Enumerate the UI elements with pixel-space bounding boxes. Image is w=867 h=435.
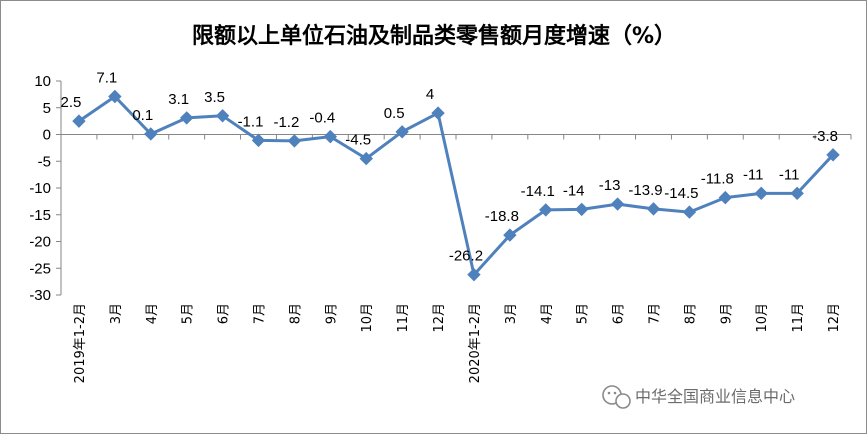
category-label: 7月 <box>648 303 663 324</box>
y-tick-label: -10 <box>29 180 51 197</box>
category-label: 4月 <box>145 303 160 324</box>
data-label: -26.2 <box>449 248 483 265</box>
wechat-icon <box>602 385 631 409</box>
data-label: -1.2 <box>273 114 299 131</box>
category-label: 2019年1-2月 <box>73 303 88 383</box>
data-label: -3.8 <box>812 128 838 145</box>
category-label: 5月 <box>181 303 196 324</box>
category-label: 4月 <box>540 303 555 324</box>
category-label: 12月 <box>432 303 447 333</box>
category-label: 7月 <box>253 303 268 324</box>
data-label: -4.5 <box>345 132 371 149</box>
data-point <box>251 133 266 148</box>
category-label: 3月 <box>504 303 519 324</box>
data-point <box>323 129 338 144</box>
data-point <box>574 202 589 217</box>
data-point <box>179 111 194 125</box>
data-point <box>144 127 158 141</box>
data-labels: 2.5 7.1 0.1 3.1 3.5 -1.1 -1.2 -0.4 -4.5 0.5 4 -26.2… <box>61 70 838 265</box>
data-label: -1.1 <box>238 113 264 130</box>
data-label: -14 <box>563 182 585 199</box>
category-label: 9月 <box>324 303 339 324</box>
data-label: 3.1 <box>168 91 189 108</box>
y-tick-label: -25 <box>29 260 51 277</box>
data-label: -11 <box>743 166 764 183</box>
data-point <box>215 109 230 123</box>
data-label: -13.9 <box>628 182 662 199</box>
data-point <box>72 114 86 128</box>
category-labels: 2019年1-2月 3月 4月 5月 6月 7月 8月 9月 10月 11月 12月 2020年1-2… <box>73 303 842 383</box>
category-label: 6月 <box>612 303 627 324</box>
data-point <box>503 228 517 242</box>
y-tick-label: -20 <box>29 234 51 251</box>
y-tick-label: 0 <box>43 127 51 144</box>
category-label: 11月 <box>396 303 411 333</box>
data-label: 2.5 <box>61 94 82 111</box>
data-label: 7.1 <box>96 70 117 87</box>
data-point <box>467 267 481 282</box>
data-point <box>718 190 733 205</box>
data-point <box>682 205 697 219</box>
axes: -30 -25 -20 -15 -10 -5 0 5 10 <box>29 73 852 304</box>
data-point <box>539 203 553 217</box>
category-label: 6月 <box>217 303 232 324</box>
data-label: -0.4 <box>309 110 335 127</box>
y-tick-label: -15 <box>29 207 51 224</box>
data-label: 0.5 <box>384 105 405 122</box>
data-label: -18.8 <box>485 208 519 225</box>
data-point <box>287 134 302 148</box>
markers <box>72 89 840 282</box>
y-tick-label: 10 <box>34 73 51 90</box>
data-label: 4 <box>426 86 434 103</box>
data-label: -14.1 <box>521 183 555 200</box>
watermark: 中华全国商业信息中心 <box>602 385 795 409</box>
data-point <box>610 197 625 211</box>
category-label: 12月 <box>827 303 842 333</box>
data-point <box>108 89 122 104</box>
y-tick-label: 5 <box>43 100 51 117</box>
series-line <box>78 95 835 277</box>
category-label: 3月 <box>109 303 124 324</box>
category-label: 9月 <box>719 303 734 324</box>
data-point <box>754 186 768 201</box>
data-point <box>790 186 804 201</box>
data-point <box>431 106 445 120</box>
category-label: 11月 <box>791 303 806 333</box>
data-point <box>359 151 373 166</box>
data-label: -13 <box>599 177 621 194</box>
watermark-text: 中华全国商业信息中心 <box>635 387 795 406</box>
category-label: 8月 <box>683 303 698 324</box>
category-label: 8月 <box>288 303 303 324</box>
data-label: -11 <box>779 166 800 183</box>
y-tick-label: -5 <box>38 153 51 170</box>
category-label: 5月 <box>576 303 591 324</box>
data-label: -11.8 <box>701 171 734 188</box>
data-label: 3.5 <box>204 89 225 106</box>
y-tick-label: -30 <box>29 287 51 304</box>
chart-title: 限额以上单位石油及制品类零售额月度增速（%） <box>192 23 676 49</box>
data-label: 0.1 <box>132 107 153 124</box>
data-label: -14.5 <box>664 185 698 202</box>
data-point <box>826 148 840 162</box>
series-polyline <box>78 95 835 277</box>
data-point <box>395 125 409 139</box>
data-point <box>646 202 661 216</box>
category-label: 2020年1-2月 <box>468 303 483 383</box>
category-label: 10月 <box>755 303 770 333</box>
category-label: 10月 <box>360 303 375 333</box>
